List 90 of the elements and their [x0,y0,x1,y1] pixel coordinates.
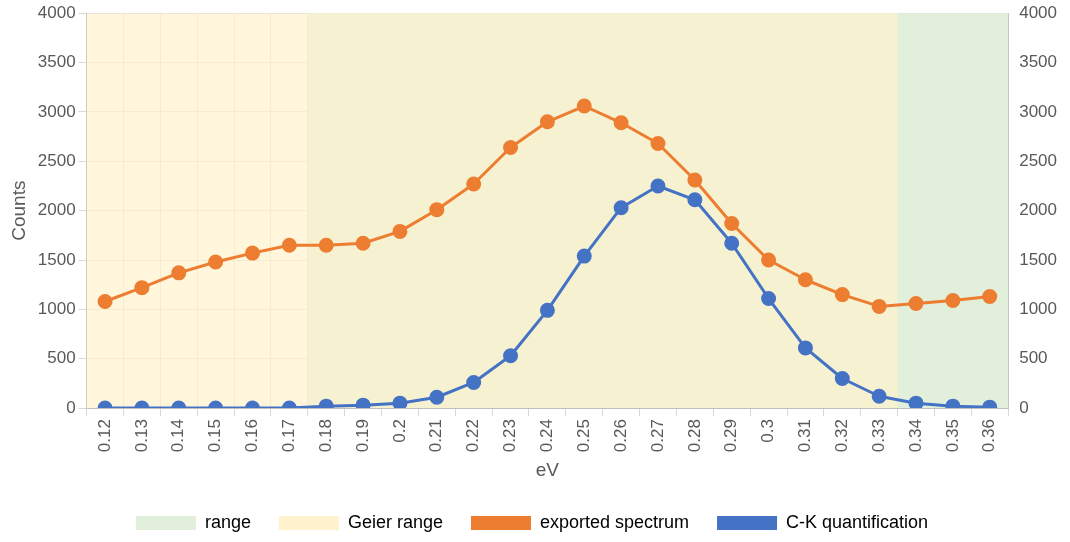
y2-tick-label: 3000 [1019,101,1058,121]
x-tick-label: 0.29 [721,419,741,453]
x-tick-label: 0.31 [795,419,815,453]
x-tick-label: 0.21 [426,419,446,453]
point [576,248,592,264]
point [392,223,408,239]
point [834,371,850,386]
point [429,202,445,218]
point [539,114,555,130]
x-tick-label: 0.14 [168,419,188,453]
x-tick-label: 0.17 [279,419,299,453]
x-tick-label: 0.16 [242,419,262,453]
point [466,374,482,390]
x-tick-label: 0.22 [463,419,483,453]
x-tick-label: 0.2 [389,419,409,443]
point [908,395,924,409]
y-tick-label: 3500 [37,52,76,72]
y-tick-label: 2000 [37,200,76,220]
point [687,192,703,208]
x-tick-label: 0.27 [647,419,667,453]
y-tick-label: 1500 [37,249,76,269]
point [613,200,629,216]
x-tick-label: 0.24 [537,419,557,453]
point [576,98,592,114]
y2-tick-label: 1000 [1019,299,1058,319]
y-tick-label: 3000 [37,101,76,121]
x-tick-label: 0.18 [315,419,335,453]
point [171,265,187,281]
y-tick-label: 4000 [37,2,76,22]
legend-label: C-K quantification [786,511,929,532]
point [761,291,777,307]
point [208,254,224,270]
point [908,295,924,311]
x-tick-label: 0.19 [352,419,372,453]
point [650,136,666,152]
x-tick-label: 0.35 [942,419,962,453]
x-tick-label: 0.36 [979,419,999,453]
point [945,293,961,308]
point [687,172,703,188]
point [97,293,113,309]
x-tick-label: 0.28 [684,419,704,453]
point [318,237,334,253]
point [982,289,998,305]
y-tick-label: 1000 [37,299,76,319]
x-tick-label: 0.23 [500,419,520,453]
x-tick-label: 0.3 [758,419,778,443]
point [503,139,519,155]
legend-label: Geier range [347,511,443,532]
x-tick-label: 0.15 [205,419,225,453]
legend-label: range [204,511,251,532]
y2-tick-label: 2000 [1019,200,1058,220]
y2-tick-label: 0 [1019,397,1029,417]
x-tick-label: 0.33 [868,419,888,453]
point [245,245,260,261]
point [392,395,408,409]
point [355,235,371,251]
x-axis-title: eV [535,458,560,480]
legend-label: exported spectrum [539,511,690,532]
y-axis-title: Counts [7,180,29,241]
point [834,287,850,303]
point [539,302,555,318]
point [429,389,445,405]
y-tick-label: 0 [66,397,76,417]
point [355,397,371,409]
point [466,176,482,192]
point [871,298,887,314]
y2-tick-label: 4000 [1019,2,1058,22]
point [871,388,887,404]
point [613,115,629,131]
y-tick-label: 500 [47,348,76,368]
y2-tick-label: 1500 [1019,249,1058,269]
x-tick-label: 0.25 [573,419,593,453]
point [724,235,740,251]
y2-tick-label: 500 [1019,348,1048,368]
point [797,340,813,356]
x-tick-label: 0.12 [94,419,114,453]
point [503,348,519,364]
point [761,252,777,268]
x-tick-label: 0.32 [831,419,851,453]
x-tick-label: 0.26 [610,419,630,453]
x-tick-label: 0.13 [131,419,151,453]
point [724,215,740,231]
y2-tick-label: 2500 [1019,150,1058,170]
point [281,237,297,253]
y-tick-label: 2500 [37,150,76,170]
point [134,280,150,296]
y2-tick-label: 3500 [1019,52,1058,72]
point [797,272,813,288]
point [650,178,666,194]
x-tick-label: 0.34 [905,419,925,453]
